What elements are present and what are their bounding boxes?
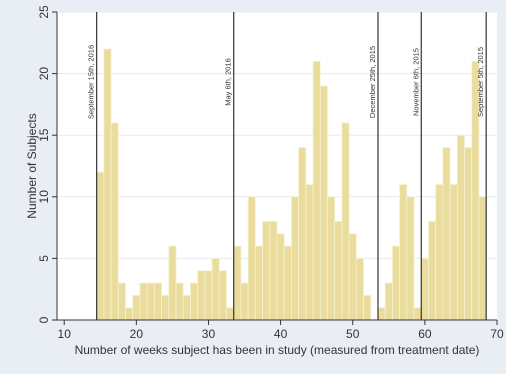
y-tick-label: 0	[37, 316, 51, 323]
histogram-bar	[428, 221, 437, 321]
x-tick-label: 20	[130, 327, 144, 341]
histogram-bar	[478, 196, 487, 321]
histogram-bar	[377, 307, 386, 321]
histogram-bar	[319, 85, 328, 321]
histogram-bar	[247, 196, 256, 321]
histogram-bar	[355, 257, 364, 321]
x-tick-label: 50	[346, 327, 360, 341]
histogram-bar	[110, 122, 119, 321]
histogram-bar	[334, 221, 343, 321]
x-tick-label: 60	[418, 327, 432, 341]
y-tick-label: 25	[37, 5, 51, 19]
reference-line-label: September 15th, 2016	[87, 45, 96, 119]
histogram-bar	[291, 196, 300, 321]
histogram-bar	[399, 184, 408, 321]
x-axis-label: Number of weeks subject has been in stud…	[75, 343, 480, 357]
y-tick-label: 10	[37, 190, 51, 204]
histogram-bar	[312, 60, 321, 321]
reference-line-label: December 25th, 2015	[368, 46, 377, 118]
reference-line-label: September 5th, 2015	[476, 47, 485, 117]
histogram-bar	[363, 294, 372, 321]
histogram-bar	[413, 307, 422, 321]
reference-line-label: May 6th, 2016	[224, 58, 233, 106]
x-tick-label: 10	[58, 327, 72, 341]
histogram-bar	[262, 221, 271, 321]
histogram-bar	[168, 245, 177, 321]
histogram-bar	[204, 270, 213, 321]
histogram-bar	[153, 282, 162, 321]
y-axis-label: Number of Subjects	[25, 113, 39, 218]
histogram-bar	[96, 171, 105, 321]
histogram-bar	[240, 282, 249, 321]
y-tick-label: 15	[37, 128, 51, 142]
histogram-bar	[139, 282, 148, 321]
histogram-bar	[211, 257, 220, 321]
histogram-bar	[269, 221, 278, 321]
y-tick-label: 20	[37, 67, 51, 81]
histogram-bar	[298, 147, 307, 321]
x-tick-label: 30	[202, 327, 216, 341]
histogram-bar	[161, 294, 170, 321]
histogram-bar	[254, 245, 263, 321]
histogram-bar	[406, 196, 415, 321]
histogram-bar	[348, 233, 357, 321]
annotations: September 15th, 2016 May 6th, 2016 Decembe…	[87, 12, 487, 320]
histogram-bar	[103, 48, 112, 321]
histogram-bar	[283, 245, 292, 321]
histogram-bar	[420, 257, 429, 321]
histogram-bar	[442, 147, 451, 321]
x-tick-label: 70	[490, 327, 504, 341]
histogram-bar	[182, 294, 191, 321]
reference-line-label: November 6th, 2015	[411, 48, 420, 116]
histogram-bar	[132, 294, 141, 321]
histogram-bar	[305, 184, 314, 321]
histogram-bar	[464, 147, 473, 321]
histogram-bar	[175, 282, 184, 321]
axes: 0 5 10 15 20 25 10 20 30 40 50 60 70	[37, 5, 504, 341]
histogram-bar	[197, 270, 206, 321]
histogram-bar	[233, 245, 242, 321]
histogram-bar	[125, 307, 134, 321]
histogram-bar	[146, 282, 155, 321]
histogram-bar	[384, 282, 393, 321]
histogram-bar	[327, 196, 336, 321]
histogram-bar	[456, 134, 465, 321]
x-tick-label: 40	[274, 327, 288, 341]
histogram-bar	[341, 122, 350, 321]
histogram-bar	[117, 282, 126, 321]
histogram-bar	[449, 184, 458, 321]
histogram-bar	[435, 184, 444, 321]
histogram-bar	[226, 307, 235, 321]
bars	[96, 48, 487, 321]
y-tick-label: 5	[37, 255, 51, 262]
histogram-bar	[190, 282, 199, 321]
histogram-bar	[276, 233, 285, 321]
histogram-bar	[392, 245, 401, 321]
histogram-bar	[218, 270, 227, 321]
